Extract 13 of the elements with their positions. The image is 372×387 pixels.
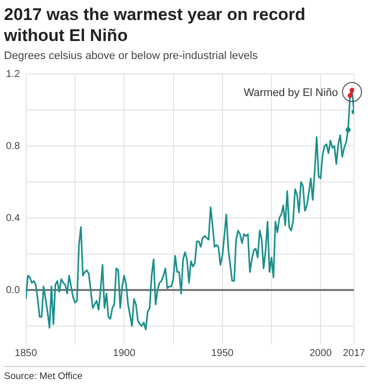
chart-subtitle: Degrees celsius above or below pre-industrial levels (4, 50, 258, 62)
y-tick-label: 0.4 (6, 212, 20, 224)
x-tick-label: 1900 (113, 348, 136, 359)
y-tick-label: 0.0 (6, 284, 20, 296)
annotation: Warmed by El Niño (244, 87, 338, 100)
source-note: Source: Met Office (4, 366, 366, 382)
x-tick-label: 1850 (14, 348, 38, 359)
chart-title: 2017 was the warmest year on record without El Niño (4, 4, 306, 46)
y-tick-label: 1.2 (6, 68, 20, 80)
x-tick-label: 2017 (342, 348, 366, 359)
x-tick-label: 2000 (309, 348, 332, 359)
y-tick-label: 0.8 (6, 140, 20, 152)
x-tick-label: 1950 (211, 348, 234, 359)
